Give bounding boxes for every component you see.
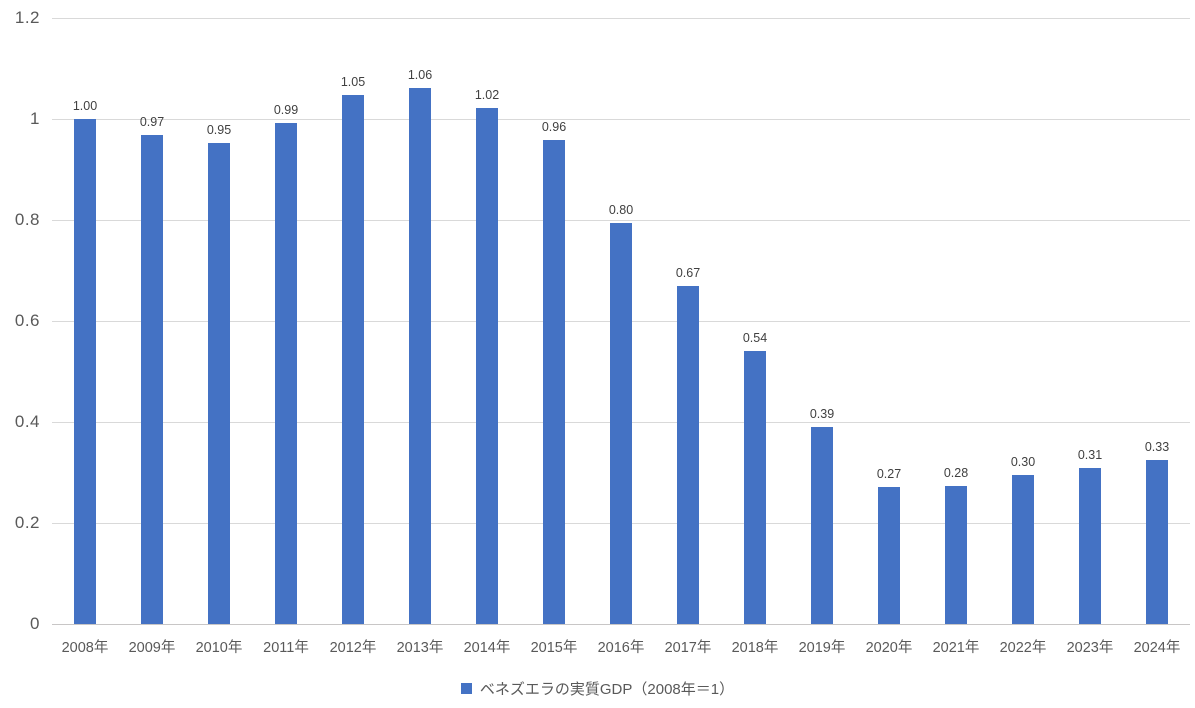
bar-value-label: 0.67: [675, 266, 701, 280]
bar-2024年: [1146, 460, 1168, 624]
bar-2023年: [1079, 468, 1101, 624]
gridline: [52, 220, 1190, 221]
x-axis-tick-label: 2015年: [530, 640, 578, 656]
bar-value-label: 0.97: [139, 115, 165, 129]
gridline: [52, 18, 1190, 19]
x-axis-tick-label: 2011年: [263, 640, 309, 656]
gridline: [52, 119, 1190, 120]
y-axis-tick-label: 0.8: [14, 210, 40, 229]
x-axis-tick-label: 2018年: [731, 640, 779, 656]
bar-value-label: 1.02: [474, 88, 500, 102]
x-axis-line: [52, 624, 1190, 625]
bar-value-label: 0.54: [742, 331, 768, 345]
bar-value-label: 1.05: [340, 75, 366, 89]
bar-value-label: 1.06: [407, 68, 433, 82]
bar-2011年: [275, 123, 297, 624]
x-axis-tick-label: 2009年: [128, 640, 176, 656]
legend: ベネズエラの実質GDP（2008年＝1）: [0, 676, 1195, 700]
bar-2016年: [610, 223, 632, 624]
x-axis-tick-label: 2020年: [865, 640, 913, 656]
bar-value-label: 0.33: [1144, 440, 1170, 454]
bar-value-label: 0.96: [541, 120, 567, 134]
x-axis-tick-label: 2024年: [1133, 640, 1181, 656]
bar-2019年: [811, 427, 833, 624]
bar-2014年: [476, 108, 498, 624]
bar-2008年: [74, 119, 96, 624]
x-axis-tick-label: 2012年: [329, 640, 377, 656]
y-axis-tick-label: 0.4: [14, 412, 40, 431]
x-axis-tick-label: 2010年: [195, 640, 243, 656]
bar-2021年: [945, 486, 967, 624]
x-axis-tick-label: 2016年: [597, 640, 645, 656]
legend-label: ベネズエラの実質GDP（2008年＝1）: [479, 680, 735, 698]
y-axis-tick-label: 0.2: [14, 513, 40, 532]
x-axis-tick-label: 2021年: [932, 640, 980, 656]
bar-2009年: [141, 135, 163, 624]
x-axis-tick-label: 2013年: [396, 640, 444, 656]
bar-2017年: [677, 286, 699, 624]
bar-2015年: [543, 140, 565, 624]
y-axis-tick-label: 0.6: [14, 311, 40, 330]
bar-value-label: 0.28: [943, 466, 969, 480]
legend-swatch-icon: [460, 682, 472, 694]
bar-2010年: [208, 143, 230, 624]
bar-value-label: 0.99: [273, 103, 299, 117]
bar-value-label: 0.30: [1010, 455, 1036, 469]
bar-value-label: 1.00: [72, 99, 98, 113]
bar-value-label: 0.95: [206, 123, 232, 137]
x-axis-tick-label: 2022年: [999, 640, 1047, 656]
bar-2013年: [409, 88, 431, 624]
bar-value-label: 0.31: [1077, 448, 1103, 462]
x-axis-tick-label: 2019年: [798, 640, 846, 656]
bar-2020年: [878, 487, 900, 624]
y-axis-tick-label: 1: [30, 109, 40, 128]
x-axis-tick-label: 2014年: [463, 640, 511, 656]
bar-value-label: 0.27: [876, 467, 902, 481]
bar-value-label: 0.39: [809, 407, 835, 421]
bar-2012年: [342, 95, 364, 624]
x-axis-tick-label: 2023年: [1066, 640, 1114, 656]
y-axis-tick-label: 1.2: [14, 8, 40, 27]
bar-2022年: [1012, 475, 1034, 624]
bar-value-label: 0.80: [608, 203, 634, 217]
y-axis-tick-label: 0: [30, 614, 40, 633]
x-axis-tick-label: 2017年: [664, 640, 712, 656]
x-axis-tick-label: 2008年: [61, 640, 109, 656]
bar-2018年: [744, 351, 766, 624]
